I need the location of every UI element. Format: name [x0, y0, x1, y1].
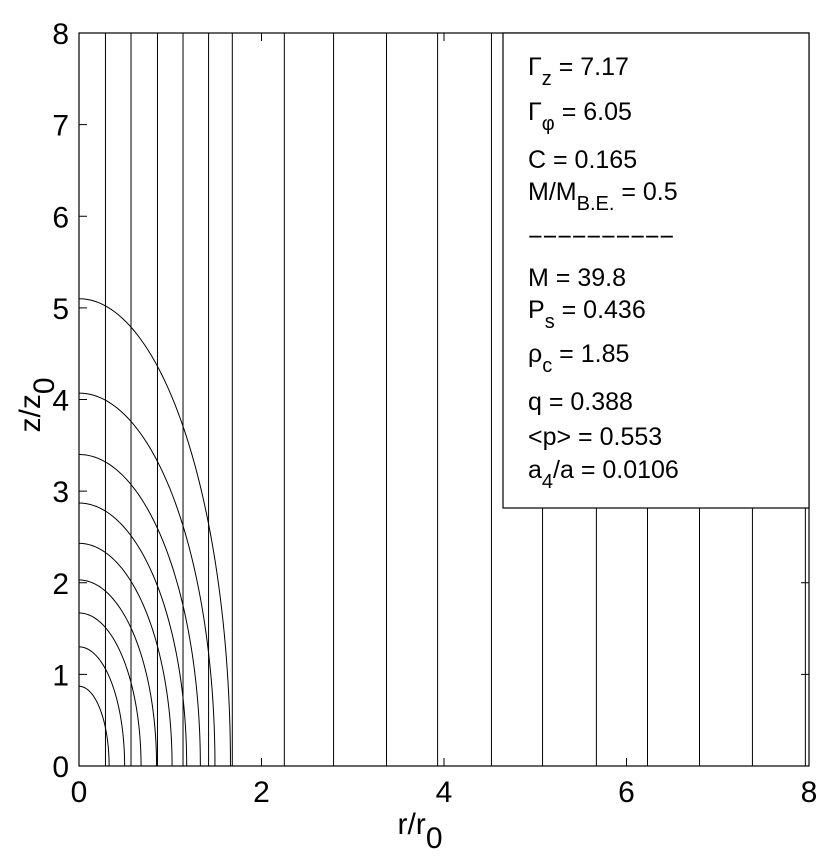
annotation-sub: c — [542, 355, 552, 377]
annotation: C = 0.165 — [528, 146, 637, 174]
y-tick-label: 0 — [52, 751, 69, 784]
density-contour — [78, 298, 231, 767]
annotation-text: = 1.85 — [552, 340, 629, 368]
y-axis-label-main: z/z — [14, 394, 47, 432]
annotation-text: <p> = 0.553 — [528, 423, 662, 451]
annotation: Γz = 7.17 — [528, 53, 629, 90]
annotation-text: C = 0.165 — [528, 146, 637, 174]
annotation-text: ρ — [528, 340, 542, 368]
annotation-text: Γ — [528, 98, 542, 126]
density-contour — [78, 612, 142, 767]
y-tick-label: 3 — [52, 476, 69, 509]
density-contour — [78, 542, 173, 767]
annotation-sub: φ — [542, 113, 555, 135]
annotation-text: P — [528, 296, 545, 324]
annotation-text: a — [528, 456, 542, 484]
x-tick-label: 2 — [253, 776, 270, 809]
x-tick-label: 6 — [618, 776, 635, 809]
annotation-sub: z — [542, 68, 552, 90]
y-tick-label: 1 — [52, 659, 69, 692]
density-contour — [78, 646, 126, 767]
density-contour — [78, 392, 216, 767]
density-contour — [78, 453, 201, 767]
density-contour — [78, 502, 188, 767]
y-tick-label: 4 — [52, 385, 69, 418]
x-axis-label-sub: 0 — [426, 822, 443, 855]
annotation: Γφ = 6.05 — [528, 98, 632, 135]
x-tick-label: 4 — [436, 776, 453, 809]
annotation-sub: s — [545, 311, 555, 333]
x-axis-label: r/r0 — [397, 808, 442, 855]
x-tick-label: 8 — [801, 776, 818, 809]
annotation: −−−−−−−−−− — [528, 223, 674, 251]
annotation: Ps = 0.436 — [528, 296, 646, 333]
x-axis-label-main: r/r — [397, 808, 425, 841]
annotation-text: q = 0.388 — [528, 388, 633, 416]
annotation: <p> = 0.553 — [528, 423, 662, 451]
annotation-text: = 0.5 — [614, 178, 677, 206]
annotation: a4/a = 0.0106 — [528, 456, 679, 493]
y-axis-label: z/z0 — [14, 377, 61, 432]
y-tick-label: 8 — [52, 18, 69, 51]
annotation: M = 39.8 — [528, 264, 626, 292]
annotation-sub: B.E. — [577, 193, 615, 215]
annotation: ρc = 1.85 — [528, 340, 629, 377]
annotation-text: −−−−−−−−−− — [528, 223, 674, 251]
y-axis-label-sub: 0 — [28, 377, 61, 394]
annotation-text: = 0.436 — [555, 296, 646, 324]
y-tick-label: 7 — [52, 110, 69, 143]
annotation-text: M/M — [528, 178, 577, 206]
y-tick-label: 5 — [52, 293, 69, 326]
annotation-text: M = 39.8 — [528, 264, 626, 292]
y-tick-label: 2 — [52, 568, 69, 601]
annotation-text: Γ — [528, 53, 542, 81]
annotation-sub: 4 — [542, 471, 553, 493]
annotation-box — [502, 32, 810, 509]
annotation: M/MB.E. = 0.5 — [528, 178, 678, 215]
x-tick-label: 0 — [71, 776, 88, 809]
annotation-text: = 7.17 — [552, 53, 629, 81]
density-contour — [78, 579, 158, 767]
density-contour — [78, 685, 110, 767]
y-tick-label: 6 — [52, 201, 69, 234]
annotation-text: /a = 0.0106 — [553, 456, 679, 484]
annotation: q = 0.388 — [528, 388, 633, 416]
annotation-text: = 6.05 — [555, 98, 632, 126]
